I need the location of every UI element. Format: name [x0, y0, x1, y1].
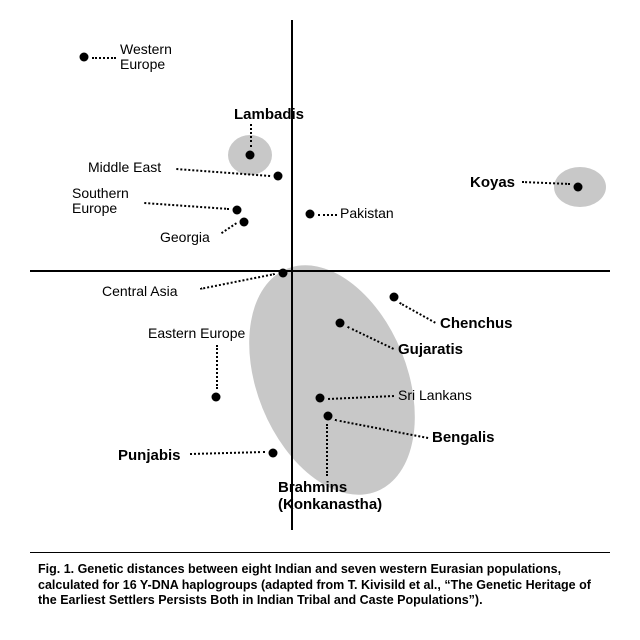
x-axis — [30, 270, 610, 272]
data-point-punjabis — [269, 449, 278, 458]
y-axis — [291, 20, 293, 530]
leader-line — [326, 424, 328, 476]
label-lambadis: Lambadis — [234, 107, 304, 124]
data-point-sri-lankans — [316, 394, 325, 403]
figure-root: WesternEurope Lambadis Middle East Koyas Sou… — [0, 0, 640, 640]
data-point-middle-east — [274, 172, 283, 181]
data-point-central-asia — [279, 269, 288, 278]
figure-caption: Fig. 1. Genetic distances between eight … — [38, 562, 603, 609]
label-brahmins: Brahmins(Konkanastha) — [278, 480, 382, 513]
data-point-chenchus — [390, 293, 399, 302]
label-georgia: Georgia — [160, 230, 210, 245]
data-point-pakistan — [306, 210, 315, 219]
label-koyas: Koyas — [470, 175, 515, 192]
highlight-blob — [218, 241, 447, 520]
data-point-southern-europe — [233, 206, 242, 215]
leader-line — [92, 57, 116, 59]
leader-line — [318, 214, 337, 216]
leader-line — [221, 222, 237, 234]
label-sri-lankans: Sri Lankans — [398, 388, 472, 403]
label-western-europe: WesternEurope — [120, 42, 172, 73]
plot-area: WesternEurope Lambadis Middle East Koyas Sou… — [0, 0, 640, 640]
data-point-gujaratis — [336, 319, 345, 328]
label-punjabis: Punjabis — [118, 448, 181, 465]
label-pakistan: Pakistan — [340, 206, 394, 221]
caption-rule — [30, 552, 610, 553]
leader-line — [216, 345, 218, 389]
data-point-western-europe — [80, 53, 89, 62]
label-middle-east: Middle East — [88, 160, 161, 175]
leader-line — [144, 202, 229, 210]
label-eastern-europe: Eastern Europe — [148, 326, 245, 341]
data-point-koyas — [574, 183, 583, 192]
label-chenchus: Chenchus — [440, 316, 513, 333]
data-point-georgia — [240, 218, 249, 227]
leader-line — [190, 451, 265, 455]
label-gujaratis: Gujaratis — [398, 342, 463, 359]
label-central-asia: Central Asia — [102, 284, 177, 299]
label-bengalis: Bengalis — [432, 430, 495, 447]
data-point-bengalis — [324, 412, 333, 421]
leader-line — [250, 124, 252, 147]
label-southern-europe: SouthernEurope — [72, 186, 129, 217]
leader-line — [399, 302, 436, 324]
data-point-lambadis — [246, 151, 255, 160]
data-point-eastern-europe — [212, 393, 221, 402]
